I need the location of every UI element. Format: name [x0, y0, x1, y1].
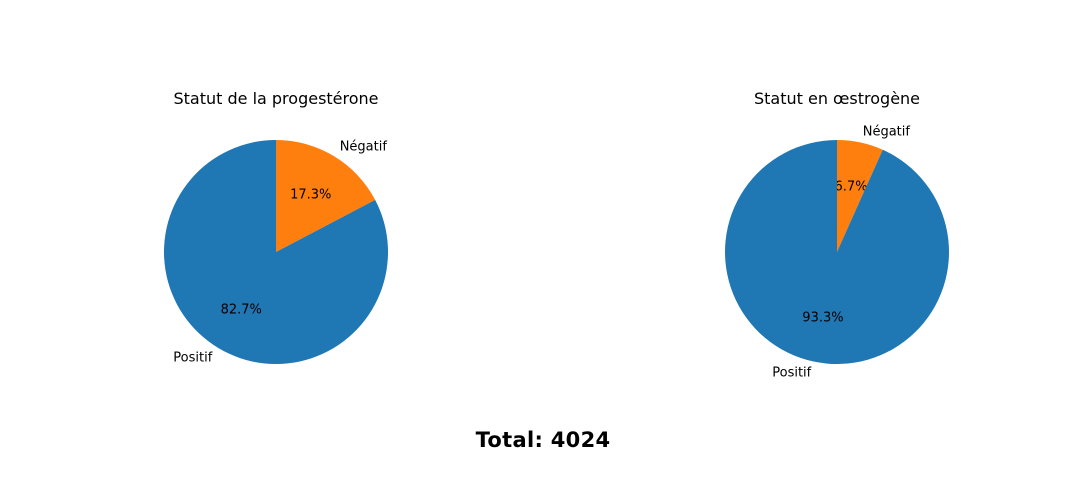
pie-chart-oestrogene: Négatif 6.7% Positif 93.3% Statut en œstrogè…: [724, 89, 949, 380]
chart-title: Statut de la progestérone: [173, 89, 378, 108]
slice-percent-label: 82.7%: [221, 303, 262, 318]
slice-label: Positif: [772, 365, 811, 380]
slice-label: Négatif: [863, 125, 911, 140]
pie-chart-progesterone: Négatif 17.3% Positif 82.7% Statut de la pro…: [163, 89, 388, 365]
slice-label: Positif: [173, 350, 212, 365]
chart-title: Statut en œstrogène: [754, 89, 920, 108]
pie-slice-ngatif: [276, 140, 376, 252]
slice-percent-label: 6.7%: [835, 179, 868, 194]
slice-percent-label: 93.3%: [802, 311, 843, 326]
slice-label: Négatif: [340, 140, 388, 155]
pie-slice-positif: [724, 140, 949, 364]
pie-slice-positif: [163, 140, 388, 364]
pie-slice-ngatif: [837, 140, 883, 252]
total-label: Total: 4024: [475, 428, 611, 452]
slice-percent-label: 17.3%: [290, 187, 331, 202]
